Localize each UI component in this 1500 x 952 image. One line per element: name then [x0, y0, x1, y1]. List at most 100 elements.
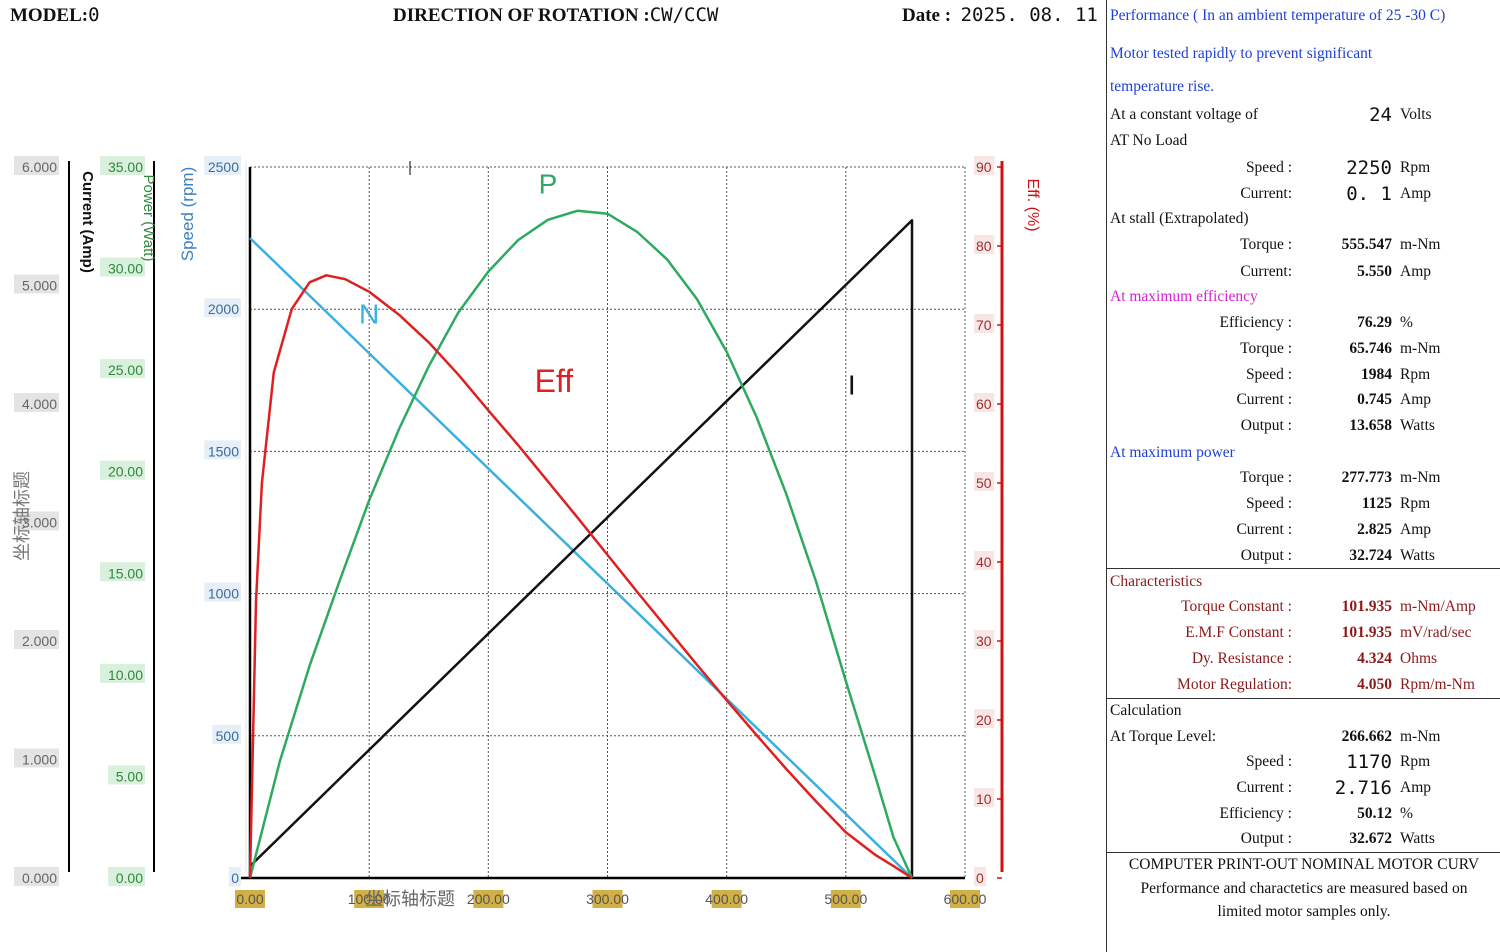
speed-tick-label-bg — [204, 440, 241, 460]
row-label: Speed : — [1245, 495, 1292, 512]
max-efficiency-row: Current : 0.745 Amp — [1110, 389, 1498, 415]
row-unit: % — [1400, 314, 1413, 331]
efficiency-tick-label-bg — [974, 472, 995, 491]
model-label: MODEL: — [10, 5, 89, 26]
max-efficiency-row: Output : 13.658 Watts — [1110, 415, 1498, 441]
current-tick-label: 5.000 — [22, 278, 57, 294]
efficiency-tick-label: 10 — [976, 791, 992, 807]
row-value: 50.12 — [1357, 804, 1392, 822]
current-tick-label: 0.000 — [22, 870, 57, 886]
current-tick-label-bg — [14, 511, 59, 531]
speed-tick-label-bg — [212, 724, 241, 744]
efficiency-tick-label-bg — [974, 156, 995, 175]
max-power-row: Speed : 1125 Rpm — [1110, 493, 1498, 519]
row-label: Efficiency : — [1219, 804, 1292, 822]
row-value: 101.935 — [1341, 598, 1392, 615]
row-label: Speed : — [1245, 753, 1292, 770]
efficiency-tick-label-bg — [974, 867, 987, 886]
row-label: Current : — [1236, 778, 1292, 796]
power-tick-label-bg — [108, 867, 145, 886]
row-unit: Amp — [1400, 263, 1431, 280]
row-label: Efficiency : — [1219, 314, 1292, 331]
row-label: At Torque Level: — [1110, 728, 1217, 745]
row-value: 4.324 — [1357, 650, 1392, 667]
row-label: Performance ( In an ambient temperature … — [1110, 7, 1446, 24]
stall-row: Current: 5.550 Amp — [1110, 261, 1498, 287]
series-line-i — [249, 219, 914, 878]
row-label: Output : — [1240, 830, 1292, 848]
power-tick-label-bg — [100, 562, 145, 582]
row-label: Torque : — [1240, 236, 1292, 253]
row-unit: Rpm — [1400, 753, 1431, 770]
section-divider — [1106, 852, 1500, 853]
x-tick-label-bg — [711, 890, 742, 908]
no-load-row: Current: 0. 1 Amp — [1110, 183, 1498, 209]
x-tick-label-bg — [354, 890, 385, 908]
no-load-heading: AT No Load — [1110, 130, 1498, 156]
speed-tick-label-bg — [204, 156, 241, 175]
row-value: 2.716 — [1334, 776, 1392, 799]
no-load-row: Speed : 2250 Rpm — [1110, 157, 1498, 183]
row-label: Current: — [1240, 185, 1292, 202]
current-tick-label: 6.000 — [22, 159, 57, 175]
x-tick-label: 200.00 — [467, 891, 510, 907]
model-field: MODEL:0 — [10, 4, 100, 27]
speed-axis-title: Speed (rpm) — [178, 167, 197, 261]
speed-tick-label-bg — [204, 298, 241, 318]
series-line-eff — [248, 274, 913, 880]
speed-tick-label: 1500 — [208, 443, 239, 459]
efficiency-tick-label: 70 — [976, 317, 992, 333]
row-unit: m-Nm — [1400, 728, 1441, 745]
left-axis-title: 坐标轴标题 — [12, 471, 32, 561]
x-tick-label: 400.00 — [705, 891, 748, 907]
x-tick-label-bg — [235, 890, 265, 908]
row-label: Speed : — [1245, 159, 1292, 176]
series-lines — [248, 209, 914, 880]
current-tick-label: 3.000 — [22, 515, 57, 531]
row-unit: Amp — [1400, 521, 1431, 538]
series-line-p — [248, 209, 914, 879]
panel-divider — [1106, 0, 1107, 952]
footer-note: Performance and charactetics are measure… — [1140, 880, 1468, 897]
x-tick-label-bg — [830, 890, 861, 908]
max-power-heading: At maximum power — [1110, 442, 1498, 468]
power-tick-label-bg — [100, 359, 145, 379]
power-tick-label-bg — [100, 257, 145, 277]
series-label-eff: Eff — [535, 363, 574, 399]
efficiency-tick-label: 90 — [976, 159, 992, 175]
efficiency-tick-label-bg — [974, 314, 995, 333]
stall-row: Torque : 555.547 m-Nm — [1110, 234, 1498, 260]
efficiency-tick-label: 50 — [976, 475, 992, 491]
max-power-row: Current : 2.825 Amp — [1110, 519, 1498, 545]
efficiency-tick-label: 30 — [976, 633, 992, 649]
performance-heading: Performance ( In an ambient temperature … — [1110, 5, 1498, 31]
x-tick-label: 500.00 — [824, 891, 867, 907]
row-unit: Amp — [1400, 778, 1431, 796]
row-label: Motor tested rapidly to prevent signific… — [1110, 45, 1373, 62]
row-value: 2.825 — [1357, 521, 1392, 538]
power-tick-label-bg — [108, 765, 145, 785]
performance-note: temperature rise. — [1110, 76, 1498, 102]
x-tick-label-bg — [473, 890, 504, 908]
power-tick-label-bg — [100, 460, 145, 480]
row-unit: Ohms — [1400, 650, 1438, 667]
row-unit: m-Nm/Amp — [1400, 598, 1476, 615]
x-axis-title: 坐标轴标题 — [365, 889, 455, 909]
efficiency-tick-label: 20 — [976, 712, 992, 728]
row-unit: Amp — [1400, 391, 1431, 409]
row-value: 101.935 — [1341, 624, 1392, 641]
calculation-row: Speed : 1170 Rpm — [1110, 751, 1498, 777]
section-divider — [1106, 698, 1500, 699]
row-value: 13.658 — [1349, 417, 1392, 435]
row-value: 0. 1 — [1346, 183, 1392, 205]
row-unit: Volts — [1400, 106, 1432, 123]
row-label: Torque : — [1240, 339, 1292, 357]
direction-label: DIRECTION OF ROTATION : — [393, 5, 650, 26]
max-power-row: Output : 32.724 Watts — [1110, 545, 1498, 571]
current-tick-label: 4.000 — [22, 396, 57, 412]
efficiency-tick-label: 80 — [976, 238, 992, 254]
row-value: 266.662 — [1341, 728, 1392, 745]
row-unit: m-Nm — [1400, 236, 1441, 253]
current-tick-label: 1.000 — [22, 752, 57, 768]
footer-note: limited motor samples only. — [1217, 903, 1391, 920]
